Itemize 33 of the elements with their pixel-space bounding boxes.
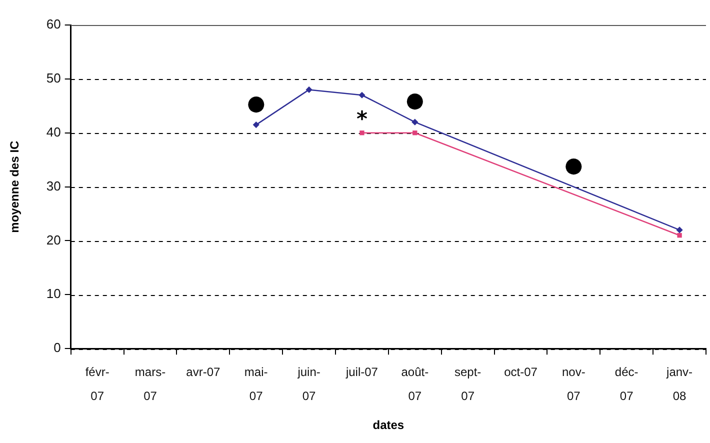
point [677, 233, 682, 238]
y-tick-label: 40 [46, 124, 61, 140]
point [412, 130, 418, 136]
y-tick-label: 60 [46, 16, 61, 32]
x-tick-label: juin-07 [296, 364, 320, 403]
annotation: ● [246, 90, 266, 115]
y-tick-label: 0 [54, 340, 61, 356]
y-tick-label: 50 [46, 70, 61, 86]
x-tick-label: sept-07 [454, 364, 482, 403]
x-tick-label: janv-08 [666, 364, 693, 403]
point [676, 226, 683, 234]
x-tick-label: déc-07 [614, 364, 638, 403]
point [360, 130, 364, 136]
x-tick-label: nov-07 [562, 364, 586, 403]
x-tick-label: févr-07 [85, 364, 110, 403]
x-tick-label: août-07 [401, 364, 429, 403]
x-tick-label: mai-07 [244, 364, 268, 403]
point [412, 118, 418, 126]
x-tick-label: oct-07 [504, 364, 538, 379]
x-tick-label: juil-07 [344, 364, 378, 379]
y-tick-label: 20 [46, 232, 61, 248]
x-tick-label: mars-07 [134, 364, 166, 403]
point [306, 86, 312, 94]
x-axis-title: dates [372, 418, 404, 432]
annotation: ● [564, 152, 583, 177]
x-tick-label: avr-07 [186, 364, 221, 379]
y-tick-label: 10 [46, 286, 61, 302]
y-tick-label: 30 [46, 178, 61, 194]
point [358, 92, 366, 98]
annotation: * [356, 106, 368, 131]
point [252, 121, 260, 128]
annotation: ● [406, 88, 424, 112]
y-axis-title: moyenne des IC [8, 140, 22, 233]
